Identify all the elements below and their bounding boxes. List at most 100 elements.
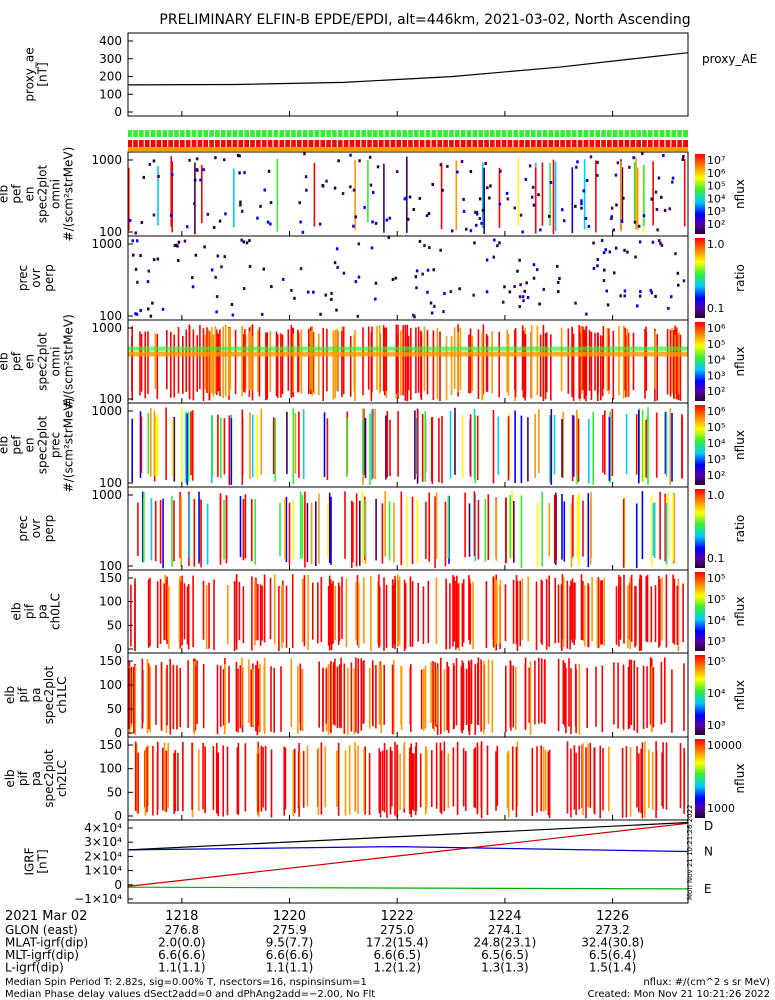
heat-stripe [362,419,364,475]
colorbar-label: nflux [733,430,747,460]
heat-speck [449,290,453,294]
heat-stripe [257,330,259,393]
heat-stripe [658,575,660,648]
colorbar-label: nflux [733,764,747,794]
heat-stripe [422,586,425,644]
heat-stripe [384,327,386,396]
heat-speck [426,290,429,294]
heat-speck [473,241,476,245]
heat-stripe [548,749,551,819]
heat-speck [354,215,357,219]
heat-stripe [241,657,243,726]
heat-stripe [672,574,674,643]
heat-stripe [566,741,569,814]
heat-speck [542,287,545,291]
heat-stripe [251,336,253,391]
status-gap [459,140,461,147]
heat-stripe [587,493,590,568]
heat-stripe [661,577,663,641]
status-gap [541,140,543,147]
heat-stripe [139,331,141,396]
heat-stripe [301,495,304,559]
status-gap [237,130,239,137]
heat-stripe [156,581,159,649]
heat-stripe [354,159,356,230]
heat-stripe [194,665,197,731]
heat-speck [220,265,223,269]
status-gap [266,140,268,147]
y-axis-label-line: pif [16,770,30,786]
colorbar-tick-label: 0.1 [707,552,725,565]
heat-stripe [435,742,438,809]
status-gap [319,140,321,147]
heat-speck [610,215,613,219]
x-tick-label: 1222 [381,909,414,924]
heat-speck [580,206,583,210]
heat-stripe [572,415,575,477]
heat-stripe [596,578,599,647]
heat-stripe [239,496,242,558]
heat-speck [236,153,240,157]
heat-stripe [350,662,353,732]
heat-stripe [400,666,402,725]
heat-speck [526,296,530,299]
heat-stripe [237,668,239,733]
heat-stripe [645,326,647,391]
heat-speck [224,212,227,216]
heat-speck [282,277,285,281]
heat-stripe [568,658,570,727]
heat-speck [592,266,596,270]
heat-stripe [528,667,530,723]
heat-speck [134,231,137,235]
status-gap [254,130,257,137]
status-gap [518,130,520,137]
y-axis-label-line: pif [16,687,30,703]
heat-stripe [404,583,407,649]
heat-stripe [575,669,577,734]
heat-stripe [511,746,514,811]
heat-stripe [415,327,417,394]
status-gap [477,140,479,147]
heat-speck [460,160,464,163]
heat-speck [674,252,677,256]
heat-stripe [641,742,644,819]
status-gap [646,140,648,147]
status-gap [307,140,309,147]
heat-speck [638,240,642,244]
status-gap [605,140,608,147]
heat-stripe [623,574,625,644]
heat-speck [605,289,608,293]
heat-stripe [472,581,474,650]
heat-stripe [310,503,313,565]
heat-stripe [352,502,354,563]
heat-stripe [571,327,573,397]
heat-speck [349,185,352,189]
heat-speck [426,268,430,272]
heat-speck [231,313,235,317]
heat-stripe [578,325,580,399]
heat-speck [312,290,315,294]
heat-stripe [565,667,567,734]
status-gap [278,130,280,137]
heat-speck [407,217,410,221]
heat-stripe [396,744,398,818]
heat-stripe [371,409,373,481]
status-gap [424,130,426,137]
heat-speck [431,183,434,186]
heat-stripe [328,492,331,564]
status-gap [652,140,654,147]
heat-stripe [224,664,226,734]
status-gap [249,130,251,137]
heat-stripe [302,409,305,479]
heat-stripe [519,580,521,647]
heat-stripe [327,585,330,646]
heat-speck [505,191,509,195]
status-gap [447,130,450,137]
ephemeris-value: 2.0(0.0) [158,936,206,950]
heat-speck [478,197,482,201]
heat-speck [161,307,165,311]
heat-stripe [632,332,635,391]
colorbar-tick-label: 10³ [707,205,725,218]
heat-speck [458,287,461,291]
colorbar [695,572,705,651]
